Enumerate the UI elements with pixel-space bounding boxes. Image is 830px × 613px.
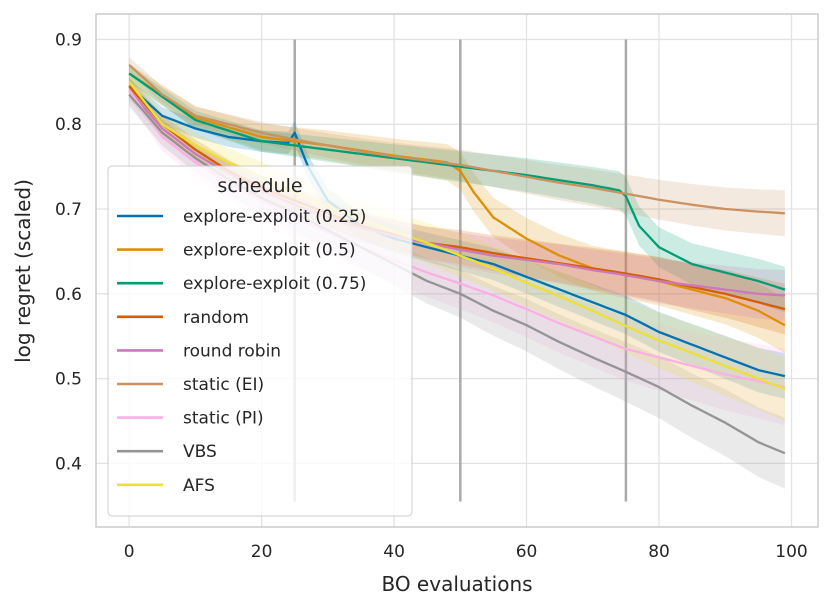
legend-items: explore-exploit (0.25) explore-exploit (0… (117, 207, 366, 496)
plot-frame (95, 13, 819, 528)
legend-label: explore-exploit (0.5) (183, 241, 356, 261)
legend-box (107, 165, 413, 517)
band-3 (129, 77, 785, 335)
x-tick-label: 60 (516, 542, 538, 562)
legend: schedule explore-exploit (0.25)explore-e… (107, 165, 413, 517)
legend-title: schedule (217, 175, 302, 197)
legend-label: explore-exploit (0.75) (183, 274, 366, 294)
series-line-5 (128, 64, 785, 215)
x-tick-labels: 0 20 40 60 80 100 (124, 542, 808, 562)
legend-label: static (EI) (183, 375, 264, 395)
y-tick-label: 0.9 (55, 30, 82, 50)
legend-label: AFS (183, 476, 215, 496)
y-tick-label: 0.5 (55, 370, 82, 390)
band-0 (129, 78, 785, 400)
y-tick-label: 0.8 (55, 115, 82, 135)
x-tick-label: 40 (383, 542, 405, 562)
band-7 (129, 82, 785, 489)
series-line-2 (128, 72, 786, 291)
band-6 (129, 77, 785, 426)
y-tick-label: 0.6 (55, 285, 82, 305)
band-4 (129, 81, 785, 321)
x-tick-label: 80 (648, 542, 670, 562)
legend-label: round robin (183, 341, 281, 361)
series-line-1 (128, 72, 786, 327)
legend-label: explore-exploit (0.25) (183, 207, 366, 227)
x-axis-label: BO evaluations (381, 572, 532, 596)
y-tick-label: 0.7 (55, 200, 82, 220)
legend-label: static (PI) (183, 409, 264, 429)
x-tick-label: 20 (251, 542, 273, 562)
x-tick-label: 100 (775, 542, 807, 562)
y-tick-label: 0.4 (55, 454, 82, 474)
y-tick-labels: 0.4 0.5 0.6 0.7 0.8 0.9 (55, 30, 82, 474)
legend-label: VBS (183, 442, 217, 462)
x-tick-label: 0 (124, 542, 135, 562)
y-axis-label: log regret (scaled) (11, 179, 35, 363)
legend-label: random (183, 308, 249, 328)
